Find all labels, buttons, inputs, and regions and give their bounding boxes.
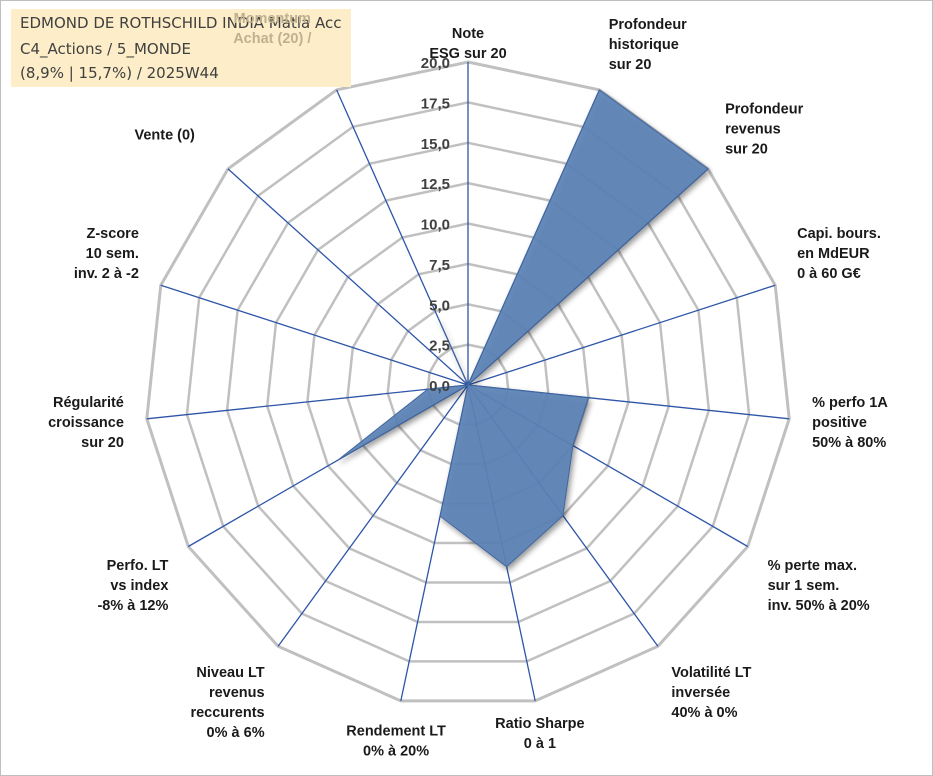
radar-series [337,89,709,568]
axis-label-line: Ratio Sharpe [495,716,584,732]
axis-label-0: Note ESG sur 20 [429,26,506,62]
axis-spoke-11 [146,384,469,420]
grid-ring-5 [265,181,671,584]
axis-label-line: sur 20 [609,57,652,73]
grid-ring-4 [306,222,630,545]
tick-label: 17,5 [421,95,450,112]
axis-label-11: Régularité croissance sur 20 [48,395,124,451]
axis-spoke-12 [160,284,469,386]
axis-label-8: Rendement LT 0% à 20% [346,723,446,759]
fund-info-box: EDMOND DE ROTHSCHILD INDIA Matla Acc C4_… [11,9,351,87]
axis-label-line: inv. 2 à -2 [74,266,139,282]
axis-label-6: Volatilité LT inversée 40% à 0% [671,665,751,721]
axis-label-line: Profondeur [609,17,687,33]
axis-label-1: Profondeur historique sur 20 [609,17,687,73]
grid-ring-8 [145,60,791,703]
axis-label-line: en MdEUR [797,246,870,262]
tick-label: 2,5 [429,338,450,355]
tick-label: 20,0 [421,55,450,72]
axis-label-line: -8% à 12% [97,598,168,614]
axis-label-line: positive [812,415,867,431]
axis-label-line: 50% à 80% [812,435,886,451]
axis-spoke-9 [277,384,469,647]
axis-label-line: 40% à 0% [671,705,737,721]
axis-label-line: sur 20 [725,142,768,158]
axis-label-line: 0 à 1 [524,736,556,752]
axis-label-line: sur 1 sem. [768,578,840,594]
axis-label-line: Niveau LT [196,665,264,681]
axis-label-7: Ratio Sharpe 0 à 1 [495,716,584,752]
axis-label-line: Profondeur [725,102,803,118]
axis-label-line: Rendement LT [346,723,446,739]
axis-label-line: Z-score [87,226,139,242]
axis-label-12: Z-score 10 sem. inv. 2 à -2 [74,226,139,282]
tick-label: 0,0 [429,378,450,395]
tick-label: 5,0 [429,297,450,314]
fund-name: EDMOND DE ROTHSCHILD INDIA Matla Acc [20,14,342,32]
tick-label: 15,0 [421,136,450,153]
axis-label-line: sur 20 [81,435,124,451]
axis-label-5: % perte max. sur 1 sem. inv. 50% à 20% [768,558,870,614]
radar-grid [145,60,791,703]
axis-label-9: Niveau LT revenus reccurents 0% à 6% [190,665,264,741]
series-area [337,89,709,568]
axis-label-4: % perfo 1A positive 50% à 80% [812,395,888,451]
axis-labels: Note ESG sur 20 Profondeur historique sur 20… [48,17,888,760]
axis-label-3: Capi. bours. en MdEUR 0 à 60 G€ [797,226,881,282]
axis-label-line: 10 sem. [86,246,139,262]
axis-label-13: Vente (0) [134,128,195,144]
axis-label-line: reccurents [190,705,264,721]
axis-label-line: 0% à 20% [363,743,429,759]
grid-ring-6 [225,141,711,624]
tick-label: 10,0 [421,217,450,234]
axis-label-line: inversée [671,685,730,701]
axis-label-line: Régularité [53,395,124,411]
axis-label-line: Note [452,26,484,42]
axis-label-2: Profondeur revenus sur 20 [725,102,803,158]
axis-label-line: revenus [209,685,265,701]
axis-label-line: 0% à 6% [207,725,265,741]
axis-label-line: vs index [110,578,168,594]
axis-label-line: ESG sur 20 [429,46,506,62]
axis-spoke-13 [227,168,469,386]
axis-spoke-3 [467,284,776,386]
axis-label-line: historique [609,37,679,53]
tick-label: 7,5 [429,257,450,274]
axis-label-line: revenus [725,122,781,138]
axis-label-line: 0 à 60 G€ [797,266,861,282]
axis-label-line: Volatilité LT [671,665,751,681]
axis-label-line: Perfo. LT [107,558,169,574]
radial-tick-labels: 0,0 2,5 5,0 7,5 10,0 12,5 15,0 17,5 20,0 [421,55,450,395]
grid-ring-7 [185,101,751,663]
fund-category: C4_Actions / 5_MONDE [20,40,191,58]
fund-stats: (8,9% | 15,7%) / 2025W44 [20,64,219,82]
axis-label-line: % perfo 1A [812,395,888,411]
axis-label-line: inv. 50% à 20% [768,598,870,614]
axis-label-line: % perte max. [768,558,857,574]
axis-label-10: Perfo. LT vs index -8% à 12% [97,558,168,614]
axis-label-line: Capi. bours. [797,226,881,242]
tick-label: 12,5 [421,176,450,193]
axis-label-line: croissance [48,415,124,431]
axis-label-line: Vente (0) [134,128,195,144]
